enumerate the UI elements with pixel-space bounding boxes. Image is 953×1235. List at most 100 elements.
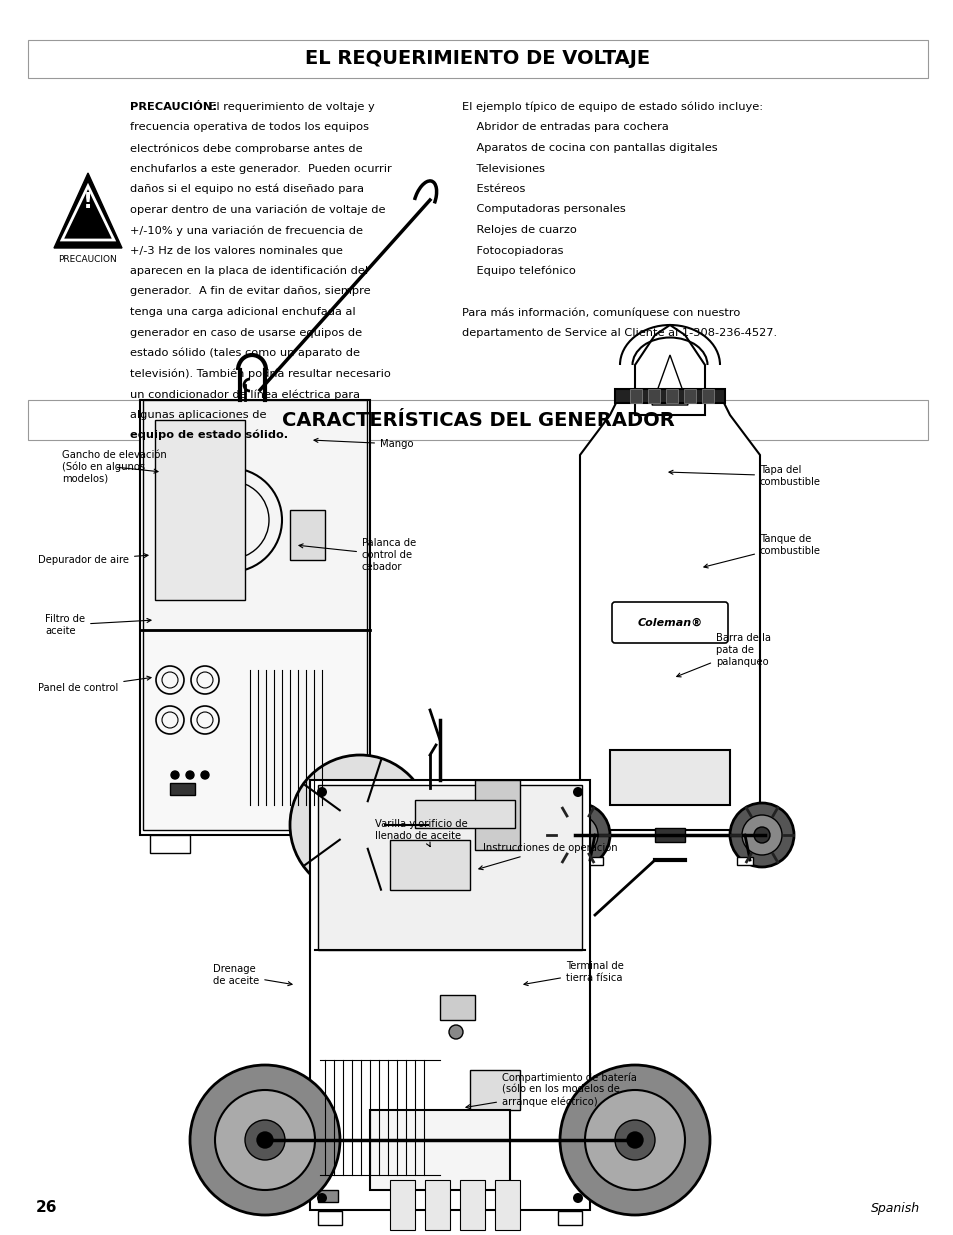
Bar [459,1179,484,1230]
Bar [170,783,194,795]
Text: Barra de la
pata de
palanqueo: Barra de la pata de palanqueo [676,634,770,677]
Circle shape [186,771,193,779]
Bar [150,835,190,853]
Text: Televisiones: Televisiones [461,163,544,173]
Bar [470,1070,519,1110]
Circle shape [626,1132,642,1149]
Bar [609,750,729,805]
Bar [28,40,927,78]
Bar [475,781,519,850]
Text: Gancho de elevación
(Sólo en algunos
modelos): Gancho de elevación (Sólo en algunos mod… [62,450,167,484]
Text: Fotocopiadoras: Fotocopiadoras [461,246,563,256]
Text: El ejemplo típico de equipo de estado sólido incluye:: El ejemplo típico de equipo de estado só… [461,103,762,112]
FancyBboxPatch shape [612,601,727,643]
Bar [737,857,752,864]
Text: Abridor de entradas para cochera: Abridor de entradas para cochera [461,122,668,132]
Circle shape [545,803,609,867]
Circle shape [558,815,598,855]
Text: Compartimiento de batería
(sólo en los modelos de
arranque eléctrico): Compartimiento de batería (sólo en los m… [465,1073,637,1109]
Text: Drenage
de aceite: Drenage de aceite [213,965,292,986]
Circle shape [559,1065,709,1215]
Bar [317,1212,341,1225]
Bar [390,1179,415,1230]
Text: Equipo telefónico: Equipo telefónico [461,266,576,277]
Circle shape [316,1193,327,1203]
Text: Terminal de
tierra física: Terminal de tierra física [523,961,623,986]
Bar [140,400,370,835]
Text: Varilla y orificio de
llenado de aceite: Varilla y orificio de llenado de aceite [375,819,467,846]
Bar [424,1179,450,1230]
Bar [28,400,927,440]
Text: Computadoras personales: Computadoras personales [461,205,625,215]
Bar [586,857,602,864]
Text: tenga una carga adicional enchufada al: tenga una carga adicional enchufada al [130,308,355,317]
Circle shape [584,1091,684,1191]
Text: estado sólido (tales como un aparato de: estado sólido (tales como un aparato de [130,348,359,358]
Text: daños si el equipo no está diseñado para: daños si el equipo no está diseñado para [130,184,364,194]
Circle shape [171,771,179,779]
Text: PRECAUCIÓN:: PRECAUCIÓN: [130,103,216,112]
Text: +/-10% y una variación de frecuencia de: +/-10% y una variación de frecuencia de [130,225,363,236]
Text: enchufarlos a este generador.  Pueden ocurrir: enchufarlos a este generador. Pueden ocu… [130,163,392,173]
Bar [647,389,659,403]
Text: PRECAUCION: PRECAUCION [58,256,117,264]
Bar [665,389,678,403]
Circle shape [615,1120,655,1160]
Text: Palanca de
control de
cebador: Palanca de control de cebador [298,538,416,572]
Circle shape [573,1193,582,1203]
Circle shape [290,755,430,895]
Bar [629,389,641,403]
Bar [655,827,684,842]
Bar [317,785,581,950]
Bar [683,389,696,403]
Bar [558,1212,581,1225]
Bar [143,400,367,630]
Text: !: ! [83,191,93,211]
Text: operar dentro de una variación de voltaje de: operar dentro de una variación de voltaj… [130,205,385,215]
Polygon shape [635,325,704,415]
Polygon shape [62,186,113,240]
Bar [615,389,724,403]
Polygon shape [54,173,122,248]
Circle shape [741,815,781,855]
Text: Aparatos de cocina con pantallas digitales: Aparatos de cocina con pantallas digital… [461,143,717,153]
Text: Tapa del
combustible: Tapa del combustible [668,466,821,487]
Text: Tanque de
combustible: Tanque de combustible [703,535,821,568]
Text: frecuencia operativa de todos los equipos: frecuencia operativa de todos los equipo… [130,122,369,132]
Text: CARACTERÍSTICAS DEL GENERADOR: CARACTERÍSTICAS DEL GENERADOR [281,410,674,430]
Circle shape [256,1132,273,1149]
Text: departamento de Service al Cliente al 1-308-236-4527.: departamento de Service al Cliente al 1-… [461,327,777,337]
Circle shape [449,1025,462,1039]
Circle shape [753,827,769,844]
Circle shape [245,1120,285,1160]
Circle shape [729,803,793,867]
Bar [439,995,475,1020]
Circle shape [214,1091,314,1191]
Text: aparecen en la placa de identificación del: aparecen en la placa de identificación d… [130,266,368,277]
Text: electrónicos debe comprobarse antes de: electrónicos debe comprobarse antes de [130,143,362,153]
Circle shape [573,787,582,797]
Text: generador.  A fin de evitar daños, siempre: generador. A fin de evitar daños, siempr… [130,287,370,296]
Bar [390,840,470,890]
Text: equipo de estado sólido.: equipo de estado sólido. [130,430,288,441]
Text: +/-3 Hz de los valores nominales que: +/-3 Hz de los valores nominales que [130,246,342,256]
Text: Panel de control: Panel de control [38,676,151,693]
Text: Coleman®: Coleman® [637,618,702,629]
Text: Instrucciones de operación: Instrucciones de operación [478,842,617,869]
Bar [154,420,245,600]
Bar [310,781,589,1210]
Polygon shape [579,395,760,830]
Circle shape [316,787,327,797]
Text: Relojes de cuarzo: Relojes de cuarzo [461,225,577,235]
Text: Mango: Mango [314,438,413,450]
Bar [290,510,325,559]
Text: 26: 26 [36,1200,57,1215]
Text: un condicionador de línea eléctrica para: un condicionador de línea eléctrica para [130,389,359,399]
Text: Depurador de aire: Depurador de aire [38,553,148,564]
Bar [495,1179,519,1230]
Text: generador en caso de usarse equipos de: generador en caso de usarse equipos de [130,327,362,337]
Circle shape [335,800,385,850]
Circle shape [569,827,585,844]
Text: televisión). También podría resultar necesario: televisión). También podría resultar nec… [130,368,391,379]
Bar [370,1110,510,1191]
